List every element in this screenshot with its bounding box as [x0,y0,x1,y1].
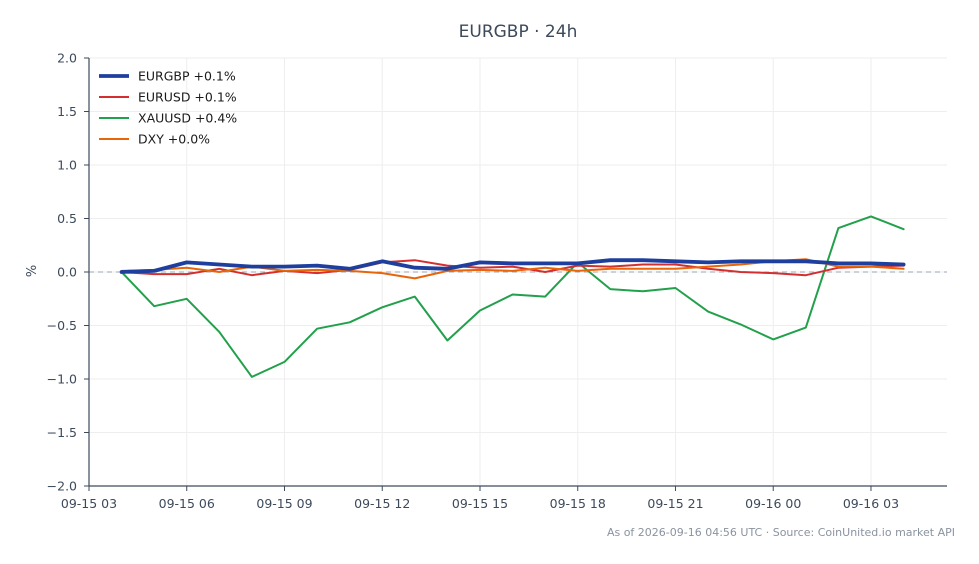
x-tick-label: 09-15 12 [354,496,410,511]
x-tick-label: 09-15 18 [550,496,606,511]
footer-source: As of 2026-09-16 04:56 UTC · Source: Coi… [606,526,955,539]
y-axis-label: % [25,265,40,277]
x-tick-label: 09-15 06 [159,496,215,511]
y-tick-label: −0.5 [47,318,77,333]
legend-label: XAUUSD +0.4% [138,111,237,126]
axes: −2.0 −1.5 −1.0 −0.5 0.0 0.5 1.0 1.5 2.0 09-15 03 0… [47,51,947,511]
x-tick-label: 09-16 00 [745,496,801,511]
legend: EURGBP +0.1% EURUSD +0.1% XAUUSD +0.4% DXY … [99,69,237,147]
y-tick-label: −1.0 [47,372,77,387]
chart-title: EURGBP · 24h [459,22,578,42]
y-tick-label: 1.5 [57,104,77,119]
x-tick-label: 09-15 15 [452,496,508,511]
series-line-2 [120,259,905,277]
x-tick-label: 09-15 03 [61,496,117,511]
y-tick-label: −2.0 [47,479,77,494]
y-tick-label: 0.0 [57,265,77,280]
y-tick-label: 0.5 [57,211,77,226]
y-tick-label: 2.0 [57,51,77,66]
series-line-1 [119,258,906,274]
x-tick-label: 09-15 21 [647,496,703,511]
legend-label: DXY +0.0% [138,132,210,147]
y-tick-label: 1.0 [57,158,77,173]
y-tick-label: −1.5 [47,425,77,440]
legend-label: EURGBP +0.1% [138,69,236,84]
series-line-3 [120,215,905,378]
legend-label: EURUSD +0.1% [138,90,237,105]
x-tick-label: 09-15 09 [256,496,312,511]
x-tick-label: 09-16 03 [843,496,899,511]
series-layer [119,215,906,378]
